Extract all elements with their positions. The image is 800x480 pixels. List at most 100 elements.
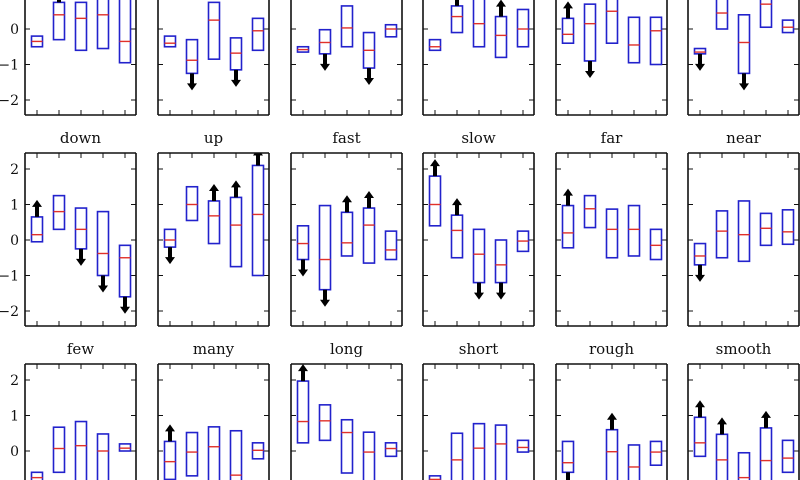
box — [428, 175, 442, 227]
box — [318, 404, 332, 442]
box — [318, 28, 332, 55]
outlier-arrow-down — [320, 53, 330, 71]
box — [340, 418, 354, 474]
y-tick-label: 0 — [10, 22, 19, 38]
panel-title: long — [330, 340, 363, 358]
box — [649, 228, 663, 261]
panel-frame — [422, 0, 535, 116]
box — [74, 420, 88, 480]
boxes — [163, 1, 265, 91]
outlier-arrow-down — [320, 289, 330, 307]
panel-title: up — [204, 129, 223, 147]
box — [296, 380, 310, 444]
box — [296, 225, 310, 261]
box — [229, 196, 243, 268]
boxes — [428, 0, 530, 59]
panel-frame — [157, 363, 270, 480]
outlier-arrow-down — [566, 472, 570, 480]
panel-title: rough — [589, 340, 634, 358]
box — [96, 0, 110, 50]
box — [52, 1, 66, 41]
outlier-arrow-down — [585, 60, 595, 78]
panel-title: short — [459, 340, 499, 358]
boxes — [693, 400, 795, 480]
y-tick-label: 1 — [10, 409, 19, 425]
boxes — [163, 424, 265, 480]
box — [627, 16, 641, 64]
outlier-arrow-down — [98, 275, 108, 293]
panel-frame — [687, 363, 800, 480]
box — [693, 47, 707, 55]
box — [759, 427, 773, 480]
panel-frame — [290, 0, 403, 116]
y-tick-label: −2 — [0, 304, 19, 320]
boxes — [693, 0, 795, 91]
outlier-arrow-up — [364, 191, 374, 209]
box — [627, 204, 641, 257]
panel-title: down — [60, 129, 101, 147]
box — [185, 431, 199, 477]
panel-frame — [555, 0, 668, 116]
panel-title: fast — [332, 129, 360, 147]
panel-title: far — [601, 129, 623, 147]
outlier-arrow-up — [717, 417, 727, 435]
panel-short: short — [422, 340, 535, 480]
outlier-arrow-up — [342, 195, 352, 213]
box — [362, 431, 376, 480]
box — [118, 0, 132, 64]
panel-frame — [157, 152, 270, 327]
panel-near: near — [687, 129, 800, 327]
outlier-arrow-up — [57, 0, 61, 3]
box — [649, 440, 663, 467]
box — [185, 38, 199, 75]
outlier-arrow-up — [209, 183, 219, 201]
panel-long: long — [290, 340, 403, 480]
box — [516, 8, 530, 48]
box — [30, 471, 44, 480]
box — [715, 210, 729, 259]
boxes — [30, 0, 132, 64]
panel-frame — [290, 152, 403, 327]
box — [96, 433, 110, 480]
panel-title: few — [67, 340, 94, 358]
box — [185, 185, 199, 222]
panel-row1-3 — [290, 0, 403, 116]
box — [737, 451, 751, 480]
box — [52, 194, 66, 231]
panel-down: down −2 −1 0 1 2 — [0, 129, 137, 327]
box — [251, 17, 265, 52]
box — [251, 164, 265, 277]
box — [207, 426, 221, 480]
outlier-arrow-up — [695, 400, 705, 418]
box — [737, 14, 751, 75]
panel-frame — [687, 152, 800, 327]
outlier-arrow-up — [452, 198, 462, 216]
box — [472, 228, 486, 284]
panel-many: many — [157, 340, 270, 480]
box — [759, 212, 773, 247]
box — [781, 209, 795, 246]
outlier-arrow-down — [364, 68, 374, 86]
panel-title: many — [193, 340, 235, 358]
outlier-arrow-down — [695, 53, 705, 71]
box — [52, 426, 66, 474]
panel-frame — [422, 363, 535, 480]
outlier-arrow-down — [120, 296, 130, 314]
box — [163, 440, 177, 480]
panel-frame — [157, 0, 270, 116]
boxes — [296, 364, 398, 480]
outlier-arrow-up — [455, 0, 459, 6]
box — [693, 242, 707, 266]
outlier-arrow-down — [76, 248, 86, 266]
outlier-arrow-up — [430, 159, 440, 177]
box — [74, 1, 88, 52]
outlier-arrow-down — [474, 282, 484, 300]
panel-smooth: smooth — [687, 340, 800, 480]
box — [516, 439, 530, 453]
box — [318, 204, 332, 291]
outlier-arrow-down — [298, 259, 308, 277]
outlier-arrow-down — [231, 69, 241, 87]
panel-fast: fast — [290, 129, 403, 327]
panel-frame — [555, 363, 668, 480]
box — [362, 207, 376, 264]
